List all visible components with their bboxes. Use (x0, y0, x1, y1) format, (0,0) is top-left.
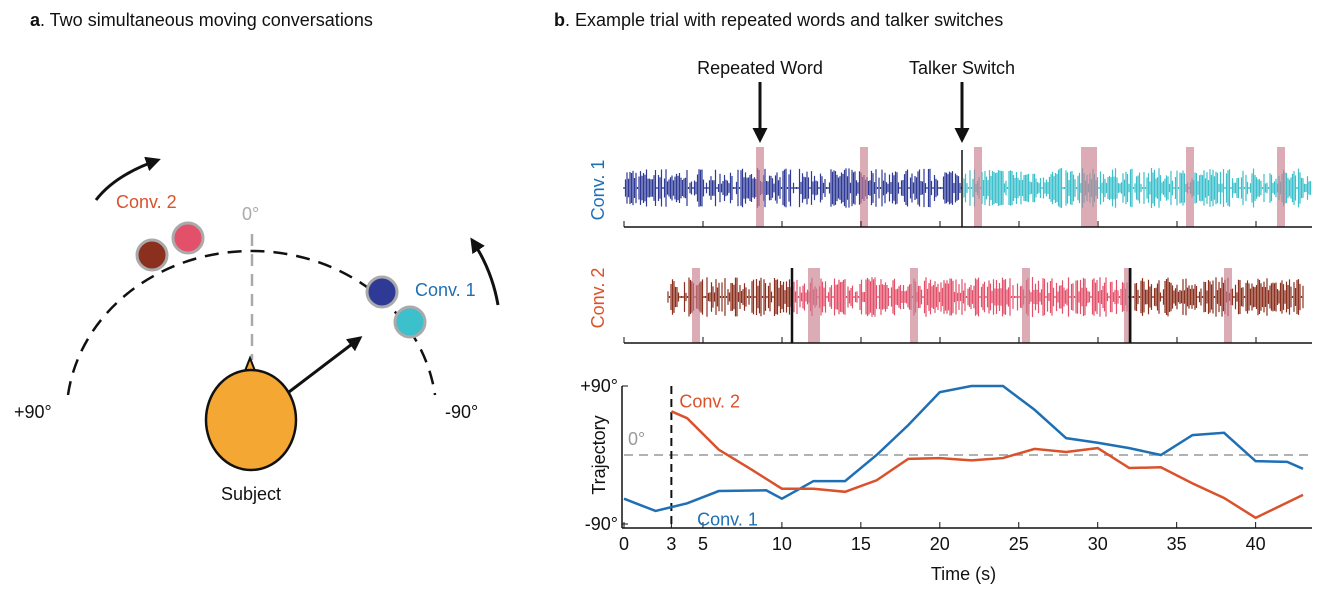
series-line (623, 384, 1304, 513)
x-axis-label: Time (s) (931, 564, 996, 584)
panel-title: . Two simultaneous moving conversations (40, 10, 373, 30)
highlight (860, 147, 868, 227)
highlight (1186, 147, 1194, 227)
x-tick-label: 10 (772, 534, 792, 554)
annotation: Repeated Word (697, 58, 823, 78)
highlight (1277, 147, 1285, 227)
panel-label: a (30, 10, 41, 30)
label: Conv. 1 (415, 280, 476, 300)
highlight (1124, 268, 1132, 343)
label: Conv. 2 (116, 192, 177, 212)
y-axis-label: Trajectory (589, 415, 609, 494)
waveform (963, 168, 1312, 208)
highlight (1224, 268, 1232, 343)
label: -90° (445, 402, 478, 422)
arc (66, 249, 437, 396)
label: Subject (221, 484, 281, 504)
x-tick-label: 20 (930, 534, 950, 554)
y-tick-label: -90° (585, 514, 618, 534)
series-label: Conv. 1 (697, 509, 758, 529)
series-line (670, 410, 1304, 520)
head (135, 238, 169, 272)
head (171, 221, 205, 255)
panel-b: b . Example trial with repeated words an… (554, 10, 1015, 328)
y-tick-label: +90° (580, 376, 618, 396)
highlight (974, 147, 982, 227)
highlight (1081, 147, 1097, 227)
x-tick-label: 5 (698, 534, 708, 554)
x-tick-label: 3 (666, 534, 676, 554)
panel-label: b (554, 10, 565, 30)
label: +90° (14, 402, 52, 422)
waveform (1131, 277, 1304, 317)
head (365, 275, 399, 309)
panel-title: . Example trial with repeated words and … (565, 10, 1003, 30)
x-tick-label: 30 (1088, 534, 1108, 554)
head (393, 305, 427, 339)
highlight (910, 268, 918, 343)
subject-head (204, 368, 298, 472)
row-label: Conv. 2 (588, 268, 608, 329)
highlight (808, 268, 820, 343)
annotation: Talker Switch (909, 58, 1015, 78)
highlight (692, 268, 700, 343)
panel-a: a . Two simultaneous moving conversation… (14, 10, 500, 504)
arrow (284, 336, 363, 397)
highlight (756, 147, 764, 227)
waveform (793, 277, 1130, 317)
row-label: Conv. 1 (588, 160, 608, 221)
x-tick-label: 35 (1167, 534, 1187, 554)
highlight (1022, 268, 1030, 343)
x-tick-label: 15 (851, 534, 871, 554)
arrow (470, 237, 500, 306)
x-tick-label: 40 (1246, 534, 1266, 554)
arrow (94, 156, 161, 201)
label: 0° (242, 204, 259, 224)
x-tick-label: 25 (1009, 534, 1029, 554)
waveform (623, 168, 963, 208)
series-label: Conv. 2 (679, 391, 740, 411)
x-tick-label: 0 (619, 534, 629, 554)
waveform (667, 277, 792, 317)
reference-label: 0° (628, 429, 645, 449)
